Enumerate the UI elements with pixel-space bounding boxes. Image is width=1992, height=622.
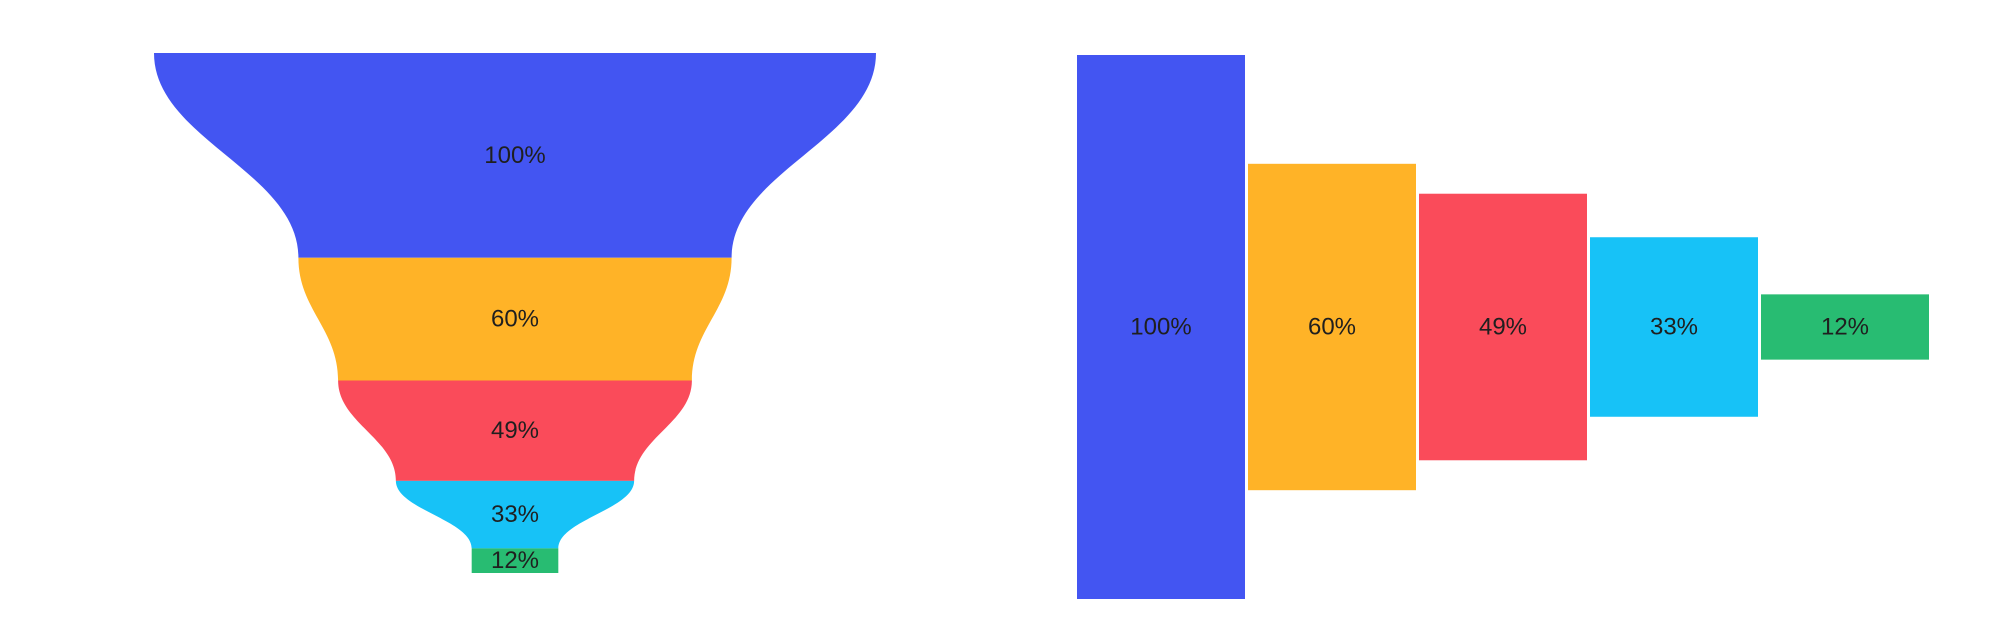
funnel-bar-100-pct[interactable] — [1077, 55, 1245, 599]
funnel-bar-60-pct[interactable] — [1248, 163, 1416, 491]
funnel-bar-12-pct[interactable] — [1761, 294, 1929, 360]
funnel-bar-49-pct[interactable] — [1419, 193, 1587, 461]
vertical-funnel-chart: 100%60%49%33%12% — [154, 53, 876, 574]
funnel-bar-33-pct[interactable] — [1590, 237, 1758, 417]
funnel-segment-60-pct[interactable] — [298, 257, 732, 381]
funnel-segment-100-pct[interactable] — [154, 53, 876, 258]
horizontal-funnel-chart: 100% 60% 49% 33% 12% — [1077, 55, 1929, 599]
funnel-segment-12-pct[interactable] — [471, 548, 559, 573]
funnel-segment-49-pct[interactable] — [338, 380, 692, 481]
funnel-segment-33-pct[interactable] — [395, 480, 635, 549]
